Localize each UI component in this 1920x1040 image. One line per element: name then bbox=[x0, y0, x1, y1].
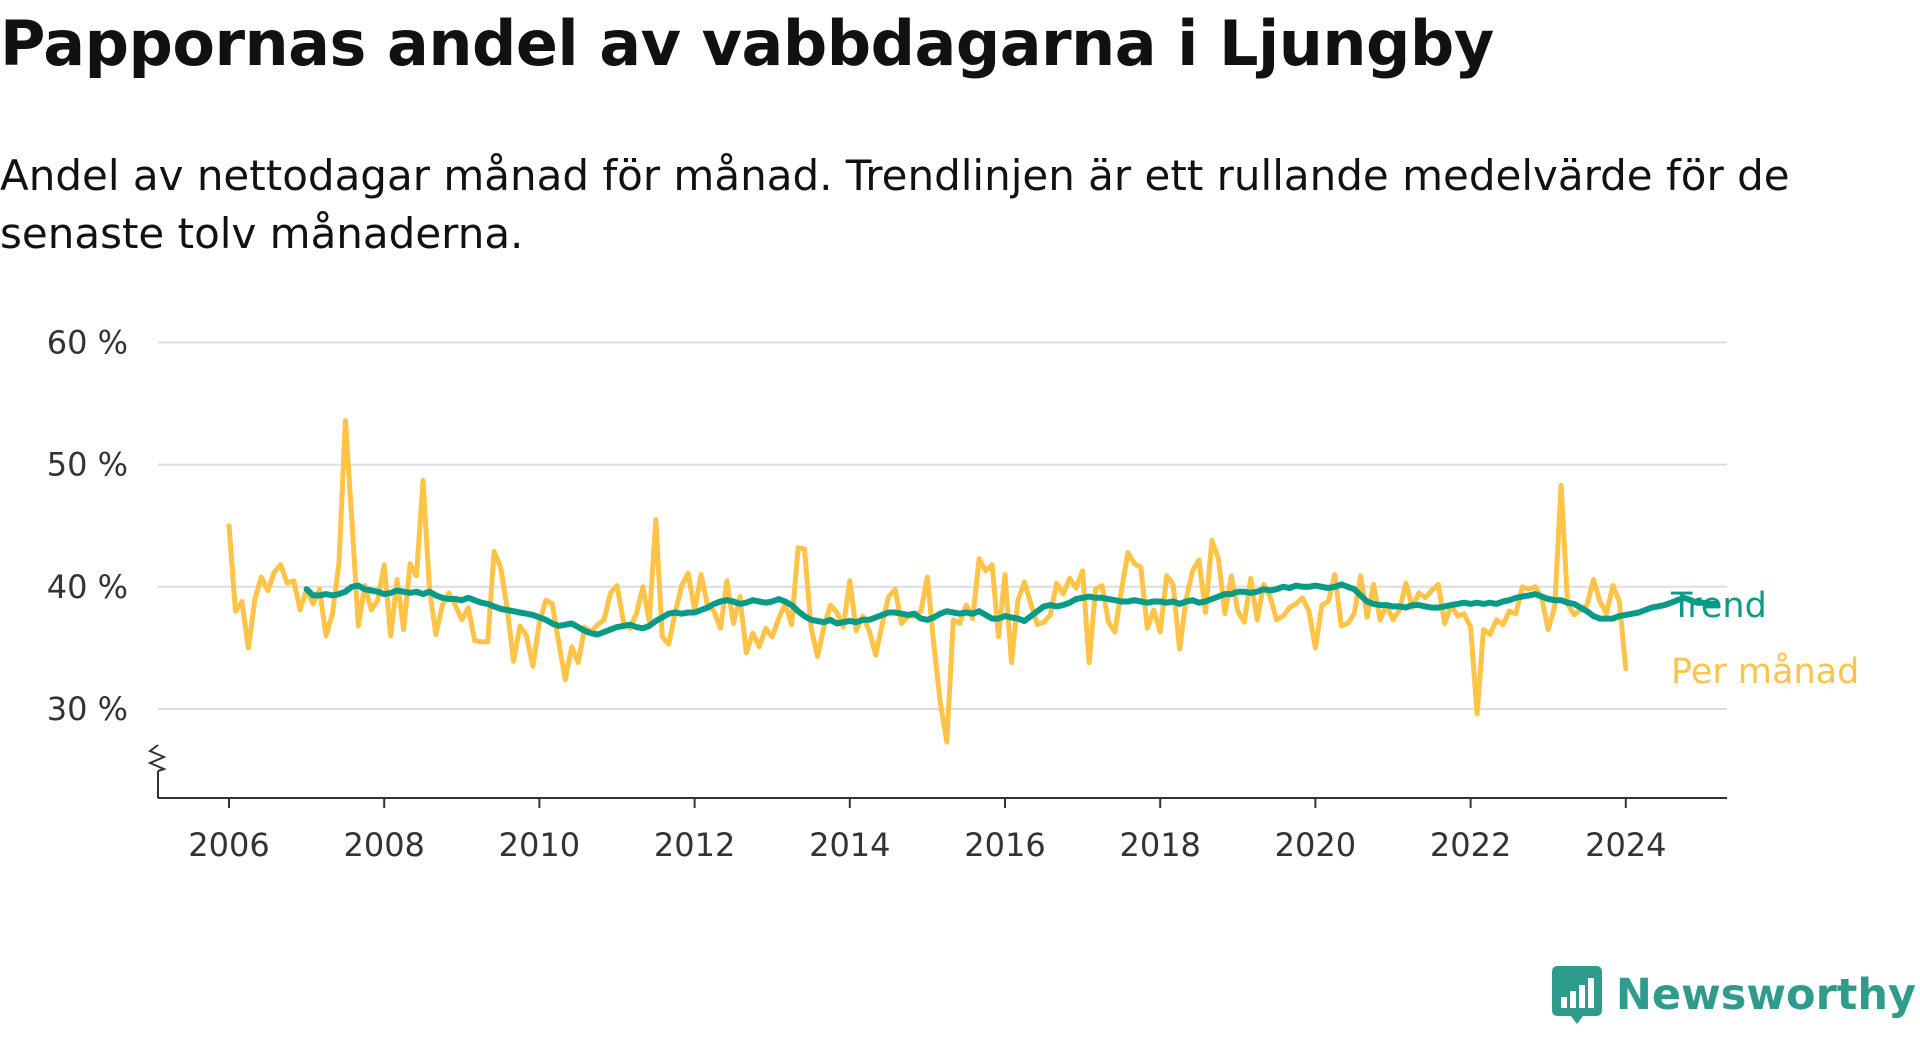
series-label-trend: Trend bbox=[1670, 586, 1767, 626]
y-axis-tick-labels: 30 % 40 % 50 % 60 % bbox=[47, 323, 128, 728]
x-tick-label-2024: 2024 bbox=[1585, 826, 1666, 864]
series-line-monthly bbox=[226, 418, 1629, 745]
y-tick-label-50: 50 % bbox=[47, 446, 128, 484]
x-tick-label-2012: 2012 bbox=[654, 826, 735, 864]
x-tick-label-2014: 2014 bbox=[809, 826, 890, 864]
x-tick-label-2006: 2006 bbox=[188, 826, 269, 864]
axes bbox=[147, 744, 1727, 799]
series-line-trend bbox=[303, 581, 1720, 638]
x-tick-label-2018: 2018 bbox=[1119, 826, 1200, 864]
series-label-per-manad: Per månad bbox=[1671, 651, 1859, 692]
chart-title: Pappornas andel av vabbdagarna i Ljungby bbox=[0, 7, 1494, 80]
grid-lines bbox=[158, 341, 1727, 710]
x-tick-label-2008: 2008 bbox=[343, 826, 424, 864]
newsworthy-logo: Newsworthy bbox=[1551, 950, 1916, 1040]
brand-name: Newsworthy bbox=[1615, 970, 1916, 1020]
x-tick-label-2010: 2010 bbox=[499, 826, 580, 864]
y-tick-label-30: 30 % bbox=[47, 690, 128, 728]
y-tick-label-40: 40 % bbox=[47, 568, 128, 606]
axis-break-icon bbox=[147, 744, 167, 772]
chart-subtitle: Andel av nettodagar månad för månad. Tre… bbox=[0, 151, 1790, 258]
x-tick-label-2020: 2020 bbox=[1275, 826, 1356, 864]
x-axis-ticks: 2006 2008 2010 2012 2014 2016 2018 2020 2022 2024 bbox=[188, 798, 1667, 864]
y-tick-label-60: 60 % bbox=[47, 323, 128, 361]
newsworthy-logo-icon bbox=[1551, 966, 1602, 1024]
x-tick-label-2016: 2016 bbox=[964, 826, 1045, 864]
x-tick-label-2022: 2022 bbox=[1430, 826, 1511, 864]
series bbox=[226, 418, 1720, 745]
